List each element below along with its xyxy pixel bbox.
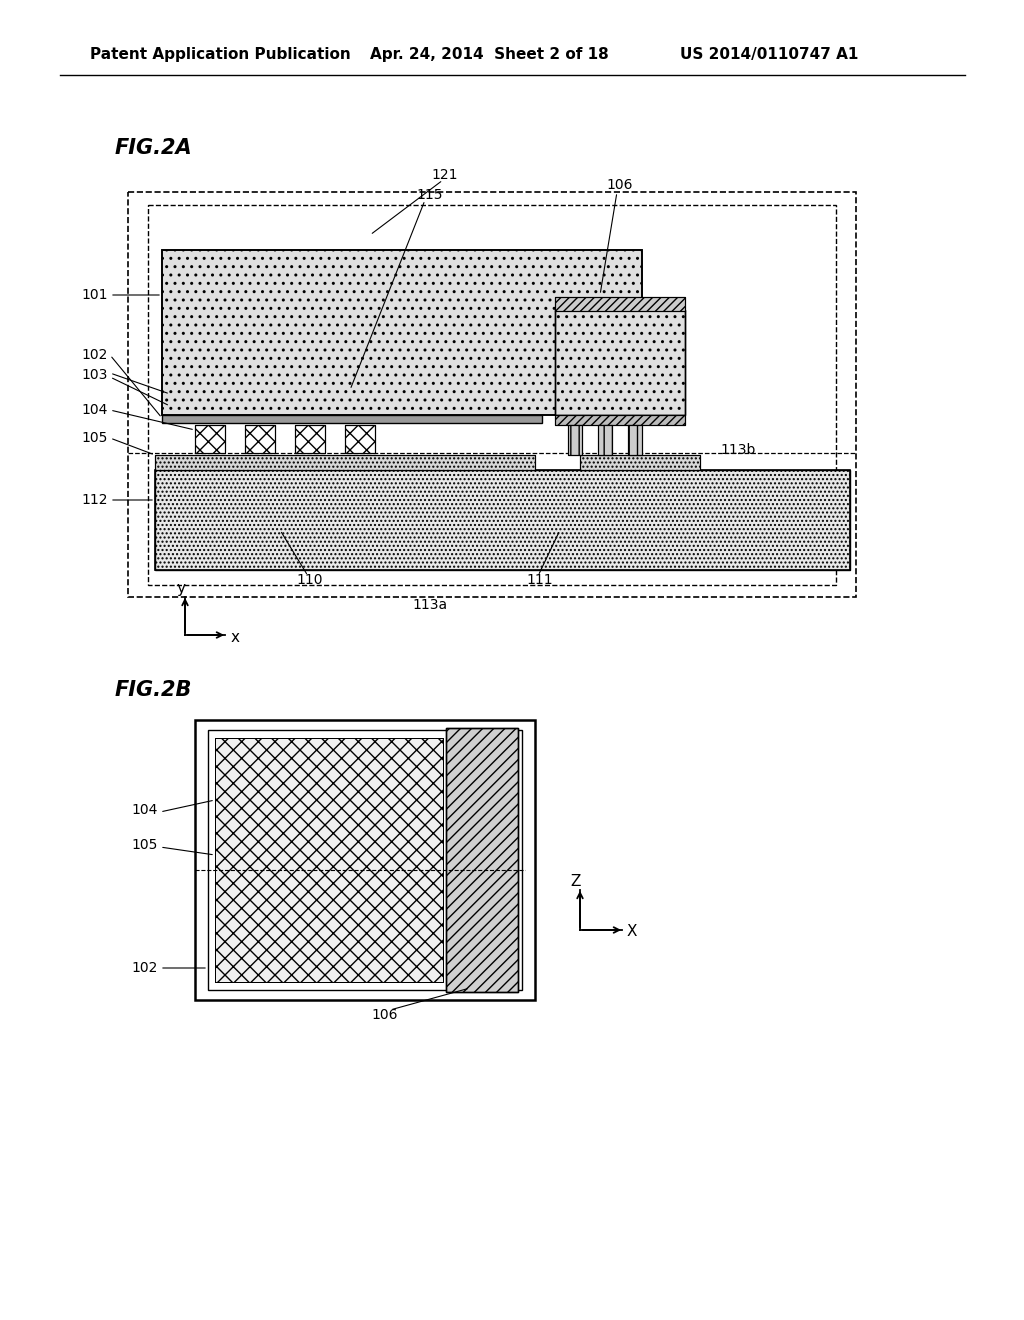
Bar xyxy=(628,425,642,455)
Text: X: X xyxy=(627,924,637,940)
Bar xyxy=(568,425,582,455)
Text: FIG.2A: FIG.2A xyxy=(115,139,193,158)
Bar xyxy=(155,455,535,470)
Text: Z: Z xyxy=(570,874,582,890)
Text: x: x xyxy=(230,630,240,644)
Text: US 2014/0110747 A1: US 2014/0110747 A1 xyxy=(680,48,858,62)
Bar xyxy=(195,719,535,1001)
Bar xyxy=(598,425,612,455)
Bar xyxy=(628,425,642,455)
Bar xyxy=(446,729,518,993)
Bar xyxy=(162,249,642,414)
Text: 101: 101 xyxy=(82,288,108,302)
Bar xyxy=(148,205,836,585)
Bar xyxy=(555,414,685,425)
Text: Patent Application Publication: Patent Application Publication xyxy=(90,48,351,62)
Text: y: y xyxy=(176,582,185,597)
Text: 102: 102 xyxy=(82,348,108,362)
Bar xyxy=(555,310,685,414)
Bar xyxy=(170,389,535,403)
Text: 112: 112 xyxy=(82,492,108,507)
Text: 102: 102 xyxy=(132,961,158,975)
Text: 113a: 113a xyxy=(413,598,447,612)
Bar xyxy=(170,403,535,414)
Bar xyxy=(555,414,685,425)
Bar xyxy=(170,403,535,414)
Bar xyxy=(345,425,375,453)
Bar xyxy=(208,730,522,990)
Text: Apr. 24, 2014  Sheet 2 of 18: Apr. 24, 2014 Sheet 2 of 18 xyxy=(370,48,608,62)
Bar xyxy=(155,455,535,470)
Text: 113b: 113b xyxy=(720,444,756,457)
Bar xyxy=(580,455,700,470)
Bar xyxy=(295,425,325,453)
Bar xyxy=(295,425,325,453)
Bar xyxy=(162,249,642,414)
Text: 106: 106 xyxy=(372,1008,398,1022)
Bar xyxy=(195,425,225,453)
Text: 105: 105 xyxy=(82,432,108,445)
Text: 115: 115 xyxy=(417,187,443,202)
Bar xyxy=(568,425,582,455)
Bar xyxy=(215,738,443,982)
Bar xyxy=(128,191,856,597)
Text: 106: 106 xyxy=(607,178,633,191)
Bar xyxy=(580,455,700,470)
Bar xyxy=(555,310,685,414)
Bar xyxy=(245,425,275,453)
Bar xyxy=(245,425,275,453)
Text: 104: 104 xyxy=(82,403,108,417)
Bar xyxy=(170,389,535,403)
Bar xyxy=(598,425,612,455)
Text: 104: 104 xyxy=(132,803,158,817)
Text: 110: 110 xyxy=(297,573,324,587)
Bar xyxy=(446,729,518,993)
Bar xyxy=(155,470,850,570)
Bar xyxy=(155,470,850,570)
Text: 105: 105 xyxy=(132,838,158,851)
Text: 103: 103 xyxy=(82,368,108,381)
Bar xyxy=(555,297,685,312)
Text: FIG.2B: FIG.2B xyxy=(115,680,193,700)
Bar xyxy=(345,425,375,453)
Bar xyxy=(555,297,685,312)
Bar xyxy=(215,738,443,982)
Bar xyxy=(195,425,225,453)
Text: 111: 111 xyxy=(526,573,553,587)
Bar xyxy=(162,414,542,422)
Text: 121: 121 xyxy=(432,168,459,182)
